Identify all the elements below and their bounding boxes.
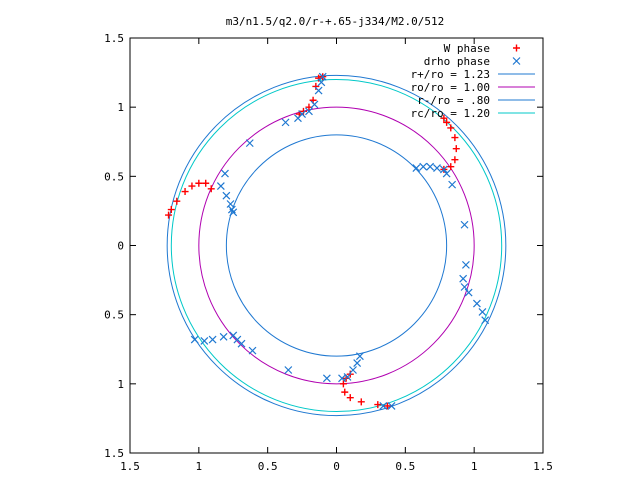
drho-phase-point bbox=[281, 118, 290, 127]
y-tick-label: 1 bbox=[117, 378, 124, 391]
drho-phase-point bbox=[314, 86, 323, 95]
legend-label-circle-r-0-8: r-/ro = .80 bbox=[417, 94, 490, 107]
w-phase-point bbox=[346, 394, 354, 402]
drho-phase-point bbox=[305, 107, 313, 116]
w-phase-point bbox=[202, 179, 210, 187]
w-phase-point bbox=[341, 388, 349, 396]
drho-phase-point bbox=[245, 139, 254, 148]
y-tick-label: 1 bbox=[117, 101, 124, 114]
w-phase-point bbox=[312, 82, 320, 90]
drho-phase-point bbox=[248, 346, 257, 355]
drho-phase-point bbox=[355, 352, 364, 361]
w-phase-point bbox=[374, 401, 382, 409]
w-phase-point bbox=[299, 107, 307, 115]
drho-phase-point bbox=[284, 366, 293, 374]
drho-phase-point bbox=[472, 299, 481, 308]
drho-phase-point bbox=[317, 78, 326, 87]
legend-sample-drho-phase bbox=[512, 57, 521, 65]
w-phase-point bbox=[447, 124, 455, 132]
y-tick-label: 1.5 bbox=[104, 447, 124, 460]
drho-phase-point bbox=[460, 283, 469, 291]
chart-title: m3/n1.5/q2.0/r-+.65-j334/M2.0/512 bbox=[226, 15, 445, 28]
legend-sample-w-phase bbox=[513, 44, 520, 52]
w-phase-point bbox=[440, 114, 448, 122]
x-tick-label: 1 bbox=[471, 460, 478, 473]
y-tick-label: 0.5 bbox=[104, 309, 124, 322]
drho-phase-point bbox=[448, 180, 457, 189]
data-points bbox=[165, 72, 490, 410]
w-phase-point bbox=[167, 206, 175, 214]
drho-phase-point bbox=[229, 208, 238, 217]
drho-phase-point bbox=[322, 374, 331, 383]
circle-r-1 bbox=[198, 106, 475, 385]
drho-phase-point bbox=[221, 169, 229, 178]
legend-label-circle-r-1-23: r+/ro = 1.23 bbox=[411, 68, 490, 81]
drho-phase-point bbox=[442, 169, 451, 178]
x-tick-label: 1 bbox=[196, 460, 203, 473]
drho-phase-point bbox=[190, 335, 199, 344]
drho-phase-point bbox=[464, 288, 473, 297]
drho-phase-point bbox=[426, 162, 435, 171]
drho-phase-point bbox=[459, 274, 468, 283]
drho-phase-point bbox=[460, 220, 469, 229]
drho-phase-point bbox=[387, 402, 396, 410]
drho-phase-point bbox=[294, 114, 302, 123]
w-phase-point bbox=[447, 163, 455, 171]
legend-label-circle-r-1-2: rc/ro = 1.20 bbox=[411, 107, 490, 120]
w-phase-point bbox=[207, 185, 215, 193]
drho-phase-point bbox=[216, 182, 225, 190]
drho-phase-point bbox=[349, 366, 357, 374]
drho-phase-point bbox=[310, 100, 319, 109]
w-phase-point bbox=[165, 211, 173, 219]
drho-phase-point bbox=[412, 164, 421, 172]
drho-phase-point bbox=[338, 374, 346, 383]
x-tick-label: 1.5 bbox=[120, 460, 140, 473]
drho-phase-point bbox=[200, 337, 209, 345]
w-phase-point bbox=[452, 145, 460, 153]
x-tick-label: 1.5 bbox=[533, 460, 553, 473]
drho-phase-point bbox=[461, 260, 470, 269]
drho-phase-point bbox=[229, 331, 238, 340]
x-tick-label: 0.5 bbox=[258, 460, 278, 473]
circle-r-0-8 bbox=[225, 134, 448, 357]
drho-phase-point bbox=[433, 164, 441, 172]
x-tick-label: 0 bbox=[333, 460, 340, 473]
drho-phase-point bbox=[379, 402, 388, 410]
w-phase-point bbox=[339, 380, 347, 388]
y-tick-label: 0.5 bbox=[104, 170, 124, 183]
circle-r-1-2 bbox=[170, 79, 503, 412]
drho-phase-point bbox=[208, 335, 217, 344]
axis-ticks: 1.5 1 0.5 0 0.5 1 1.51.510.500.511.5 bbox=[104, 32, 553, 473]
legend-label-w-phase: W phase bbox=[444, 42, 490, 55]
w-phase-point bbox=[451, 134, 459, 142]
drho-phase-point bbox=[353, 359, 362, 368]
w-phase-point bbox=[383, 402, 391, 410]
drho-phase-point bbox=[439, 165, 448, 174]
w-phase-point bbox=[188, 182, 196, 190]
drho-phase-point bbox=[478, 307, 487, 316]
w-phase-point bbox=[451, 156, 459, 164]
w-phase-point bbox=[443, 118, 451, 126]
circle-r-1-23 bbox=[166, 74, 507, 417]
w-phase-point bbox=[195, 179, 203, 187]
drho-phase-point bbox=[219, 332, 228, 341]
w-phase-point bbox=[357, 398, 365, 406]
drho-phase-point bbox=[222, 191, 231, 200]
w-phase-point bbox=[173, 197, 181, 205]
legend-label-circle-r-1: ro/ro = 1.00 bbox=[411, 81, 490, 94]
reference-circles bbox=[166, 74, 507, 417]
drho-phase-point bbox=[481, 316, 490, 325]
y-tick-label: 1.5 bbox=[104, 32, 124, 45]
legend-label-drho-phase: drho phase bbox=[424, 55, 490, 68]
drho-phase-series bbox=[190, 72, 490, 410]
x-tick-label: 0.5 bbox=[395, 460, 415, 473]
w-phase-point bbox=[181, 188, 189, 196]
drho-phase-point bbox=[419, 162, 428, 171]
y-tick-label: 0 bbox=[117, 240, 124, 253]
